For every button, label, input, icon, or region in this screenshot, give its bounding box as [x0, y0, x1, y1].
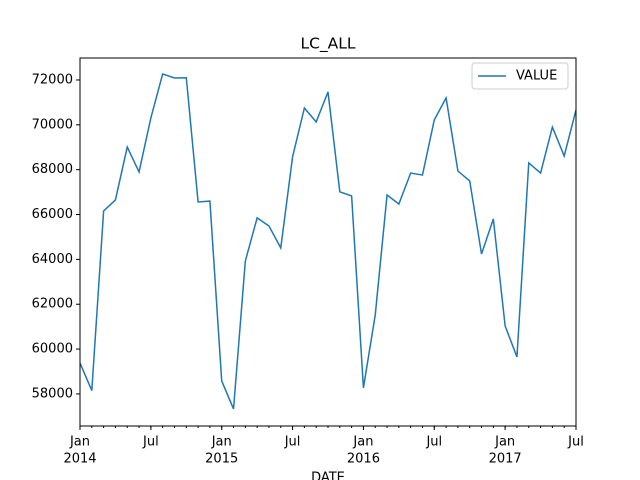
x-tick-label: Jan — [352, 435, 373, 450]
y-tick-label: 62000 — [32, 297, 73, 312]
x-tick-label: Jul — [567, 435, 584, 450]
y-tick-label: 60000 — [32, 342, 73, 357]
x-axis-label: DATE — [311, 471, 345, 480]
plot-frame — [79, 57, 577, 427]
x-tick-label: Jul — [142, 435, 159, 450]
y-tick-label: 64000 — [32, 252, 73, 267]
line — [80, 72, 576, 410]
y-tick-label: 66000 — [32, 207, 73, 222]
x-tick-year: 2017 — [489, 452, 522, 467]
legend-box — [471, 62, 569, 90]
x-tick-label: Jan — [69, 435, 90, 450]
y-tick-label: 68000 — [32, 162, 73, 177]
x-tick-label: Jul — [284, 435, 301, 450]
x-tick-label: Jul — [425, 435, 442, 450]
y-tick-label: 58000 — [32, 386, 73, 401]
x-tick-year: 2016 — [347, 452, 380, 467]
x-tick-label: Jan — [211, 435, 232, 450]
legend-label: VALUE — [516, 69, 557, 84]
x-tick-year: 2015 — [205, 452, 238, 467]
x-tick-label: Jan — [494, 435, 515, 450]
y-tick-label: 72000 — [32, 72, 73, 87]
y-tick-label: 70000 — [32, 117, 73, 132]
chart-title: LC_ALL — [300, 35, 355, 54]
x-tick-year: 2014 — [63, 452, 96, 467]
